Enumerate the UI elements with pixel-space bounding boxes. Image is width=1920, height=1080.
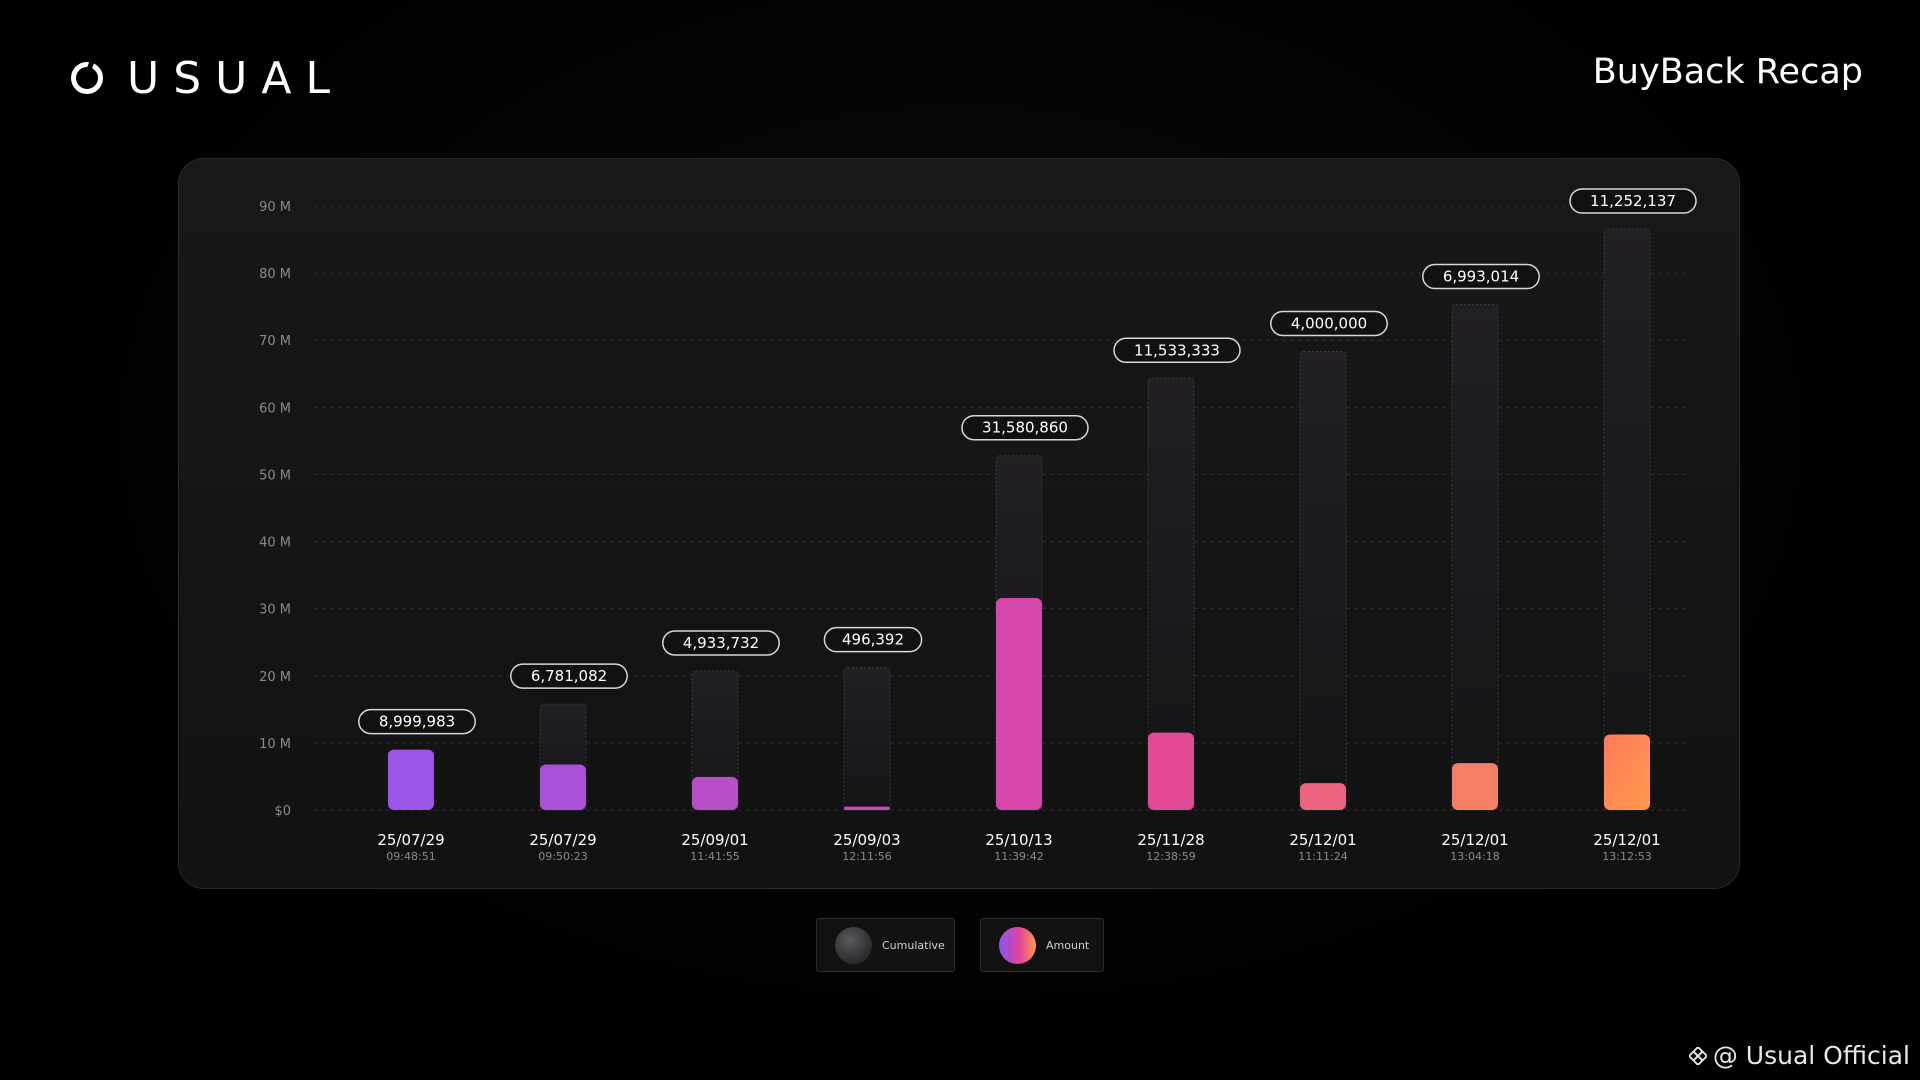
- value-pill-border: [1113, 337, 1241, 364]
- legend-item-amount: Amount: [980, 918, 1104, 972]
- cumulative-swatch-icon: [835, 926, 872, 964]
- y-tick-label: 60 M: [259, 401, 291, 416]
- x-date-label: 25/10/13: [985, 831, 1052, 849]
- cumulative-bar: [843, 667, 891, 811]
- value-pill: 31,580,860: [961, 414, 1089, 441]
- y-tick-label: 80 M: [259, 267, 291, 282]
- value-label: 11,533,333: [1134, 341, 1220, 359]
- x-time-label: 12:11:56: [842, 850, 891, 863]
- value-pill: 4,000,000: [1270, 310, 1388, 337]
- value-pill: 8,999,983: [358, 708, 476, 735]
- amount-bar: [1300, 783, 1346, 810]
- x-date-label: 25/09/03: [833, 831, 900, 849]
- value-pill: 6,781,082: [510, 663, 628, 689]
- value-pill: 4,933,732: [662, 630, 780, 656]
- watermark-text: @ Usual Official: [1712, 1041, 1910, 1070]
- value-pill: 11,533,333: [1113, 337, 1241, 364]
- value-label: 8,999,983: [379, 713, 455, 731]
- x-date-label: 25/11/28: [1137, 831, 1204, 849]
- amount-bar: [1604, 734, 1650, 810]
- brand-logo: USUAL: [71, 52, 344, 104]
- y-tick-label: 70 M: [259, 334, 291, 349]
- y-tick-label: 50 M: [259, 468, 291, 483]
- x-date-label: 25/12/01: [1289, 831, 1356, 849]
- value-label: 4,933,732: [683, 634, 759, 652]
- y-tick-label: 90 M: [259, 200, 291, 215]
- value-label: 11,252,137: [1590, 192, 1676, 210]
- legend-label-amount: Amount: [1046, 938, 1090, 952]
- x-time-label: 09:50:23: [538, 850, 587, 863]
- cumulative-bar: [1299, 350, 1347, 811]
- x-date-label: 25/07/29: [529, 831, 596, 849]
- legend-item-cumulative: Cumulative: [816, 918, 955, 972]
- binance-icon: [1688, 1046, 1707, 1065]
- x-time-label: 09:48:51: [386, 850, 435, 863]
- y-tick-label: 40 M: [259, 536, 291, 551]
- x-time-label: 11:41:55: [690, 850, 739, 863]
- x-date-label: 25/12/01: [1593, 831, 1660, 849]
- amount-bar: [540, 764, 586, 810]
- x-time-label: 11:39:42: [994, 850, 1043, 863]
- value-pill-border: [823, 626, 923, 653]
- value-pill: 11,252,137: [1569, 188, 1697, 214]
- value-pill-border: [358, 708, 476, 735]
- usual-logo-icon: [71, 62, 103, 94]
- x-time-label: 13:12:53: [1602, 850, 1651, 863]
- page-title: BuyBack Recap: [1592, 52, 1863, 92]
- value-pill-border: [1569, 188, 1697, 214]
- x-date-label: 25/09/01: [681, 831, 748, 849]
- x-time-label: 12:38:59: [1146, 850, 1195, 863]
- amount-bar: [692, 776, 738, 810]
- chart-panel: $0 10 M 20 M 30 M 40 M 50 M 60 M 70 M 80 M 90 M 8…: [178, 158, 1740, 889]
- value-label: 6,781,082: [531, 667, 607, 685]
- watermark: @ Usual Official: [1688, 1041, 1910, 1070]
- value-pill-border: [510, 663, 628, 689]
- cumulative-bar: [1451, 304, 1499, 811]
- legend-label-cumulative: Cumulative: [882, 938, 945, 952]
- value-label: 4,000,000: [1291, 314, 1367, 332]
- y-tick-label: 20 M: [259, 670, 291, 685]
- y-tick-label: 30 M: [259, 603, 291, 618]
- cumulative-bar: [1603, 228, 1651, 811]
- x-time-label: 11:11:24: [1298, 850, 1347, 863]
- amount-bar: [996, 598, 1042, 810]
- amount-bar: [844, 806, 890, 810]
- bar-chart: $0 10 M 20 M 30 M 40 M 50 M 60 M 70 M 80 M 90 M 8…: [259, 188, 1697, 863]
- value-pill-border: [1422, 263, 1540, 290]
- value-pill-border: [961, 414, 1089, 441]
- y-tick-label: $0: [274, 804, 291, 819]
- amount-bar: [1148, 732, 1194, 810]
- value-label: 6,993,014: [1443, 268, 1519, 286]
- amount-swatch-icon: [999, 926, 1036, 964]
- value-pill: 6,993,014: [1422, 263, 1540, 290]
- value-pill-border: [1270, 310, 1388, 337]
- amount-bar: [1452, 763, 1498, 810]
- x-date-label: 25/12/01: [1441, 831, 1508, 849]
- value-label: 496,392: [842, 631, 904, 649]
- value-pill: 496,392: [823, 626, 923, 653]
- value-label: 31,580,860: [982, 419, 1068, 437]
- y-tick-label: 10 M: [259, 737, 291, 752]
- amount-bar: [388, 749, 434, 810]
- x-date-label: 25/07/29: [377, 831, 444, 849]
- brand-name: USUAL: [127, 52, 344, 104]
- value-pill-border: [662, 630, 780, 656]
- x-time-label: 13:04:18: [1450, 850, 1499, 863]
